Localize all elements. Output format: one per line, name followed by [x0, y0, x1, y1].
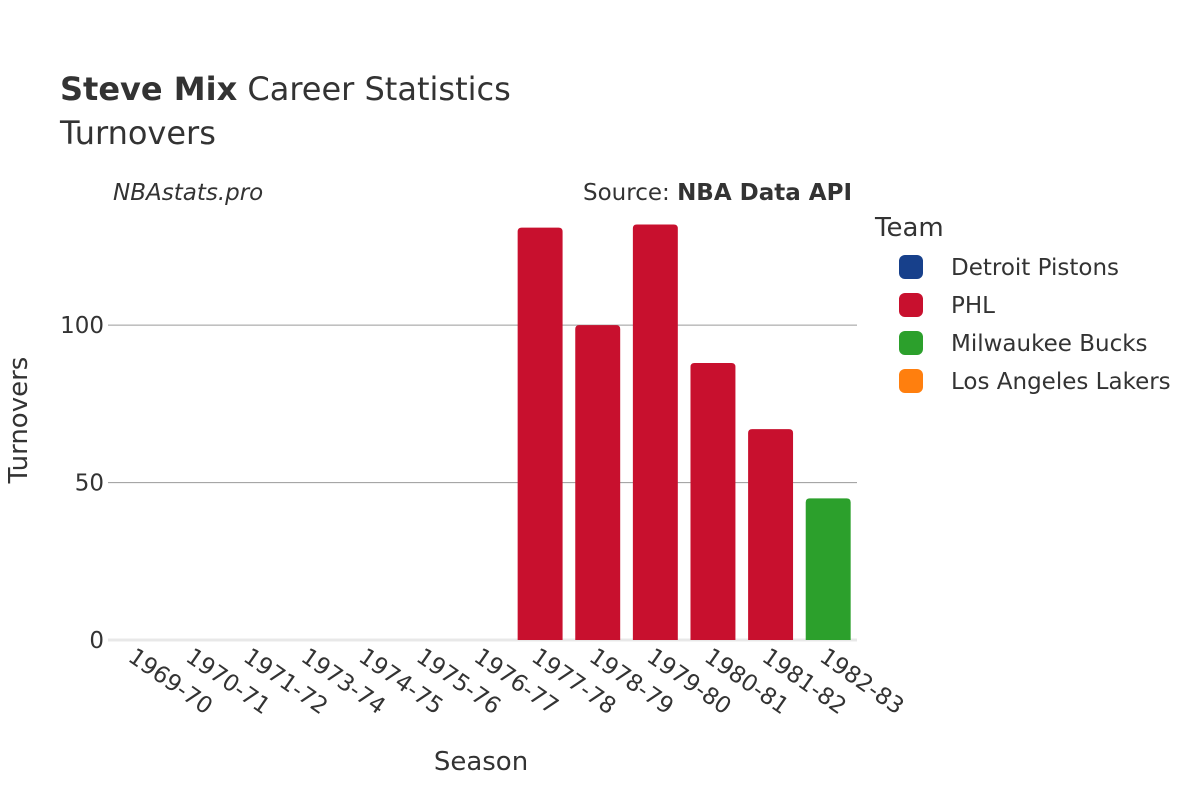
legend-label: Los Angeles Lakers: [951, 369, 1171, 395]
legend-label: Milwaukee Bucks: [951, 331, 1148, 357]
chart-subtitle: Turnovers: [59, 114, 216, 152]
legend-swatch: [899, 369, 923, 393]
legend-swatch: [899, 293, 923, 317]
chart-title-player: Steve Mix: [60, 70, 238, 108]
bar: [632, 224, 678, 640]
gridlines: [108, 324, 857, 642]
bar: [805, 498, 851, 640]
chart-title-rest: Career Statistics: [237, 70, 511, 108]
bars: [517, 224, 851, 640]
source-prefix: Source:: [583, 180, 677, 206]
bar: [690, 362, 736, 640]
legend-label: PHL: [951, 293, 995, 319]
legend-label: Detroit Pistons: [951, 255, 1119, 281]
legend-swatch: [899, 331, 923, 355]
y-tick-label: 50: [75, 471, 104, 497]
watermark: NBAstats.pro: [113, 180, 263, 206]
bar: [517, 227, 563, 640]
legend-swatch: [899, 255, 923, 279]
source-name: NBA Data API: [677, 180, 852, 206]
bar: [748, 429, 794, 640]
legend: Detroit Pistons PHL Milwaukee Bucks Los Ang…: [899, 255, 1171, 395]
chart-title: Steve Mix Career Statistics: [60, 70, 511, 108]
y-tick-label: 100: [60, 313, 104, 339]
bar: [575, 325, 621, 640]
y-axis-title: Turnovers: [4, 357, 34, 485]
y-tick-labels: 0 50 100: [60, 313, 104, 654]
y-tick-label: 0: [89, 628, 104, 654]
x-tick-labels: 1969-701970-711971-721973-741974-751975-…: [123, 644, 908, 720]
source-label: Source: NBA Data API: [583, 180, 852, 206]
legend-title: Team: [874, 213, 944, 243]
x-axis-title: Season: [434, 747, 528, 777]
